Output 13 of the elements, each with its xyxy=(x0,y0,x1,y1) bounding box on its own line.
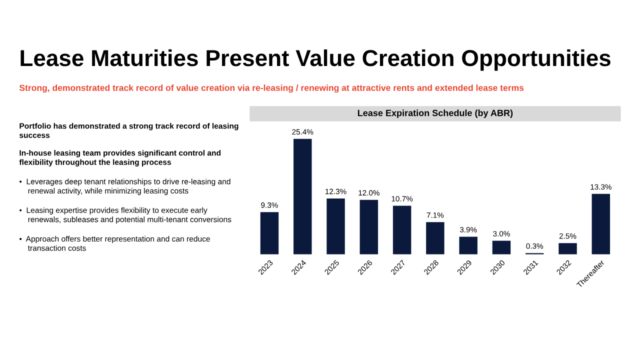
bar xyxy=(592,194,610,254)
bar xyxy=(492,240,511,254)
chart-title: Lease Expiration Schedule (by ABR) xyxy=(358,110,513,118)
bar xyxy=(459,236,478,254)
bar xyxy=(426,222,444,254)
bar xyxy=(558,243,577,254)
bar xyxy=(360,200,378,254)
bar xyxy=(294,138,312,254)
text: Lease Maturities Present Value Creation Opportunities xyxy=(20,49,610,71)
bar xyxy=(326,198,345,254)
text: Strong, demonstrated track record of value creation via re-leasing / renewing at attractive rents and extended lease terms xyxy=(19,84,524,93)
bar xyxy=(260,212,279,254)
bar xyxy=(392,206,412,254)
